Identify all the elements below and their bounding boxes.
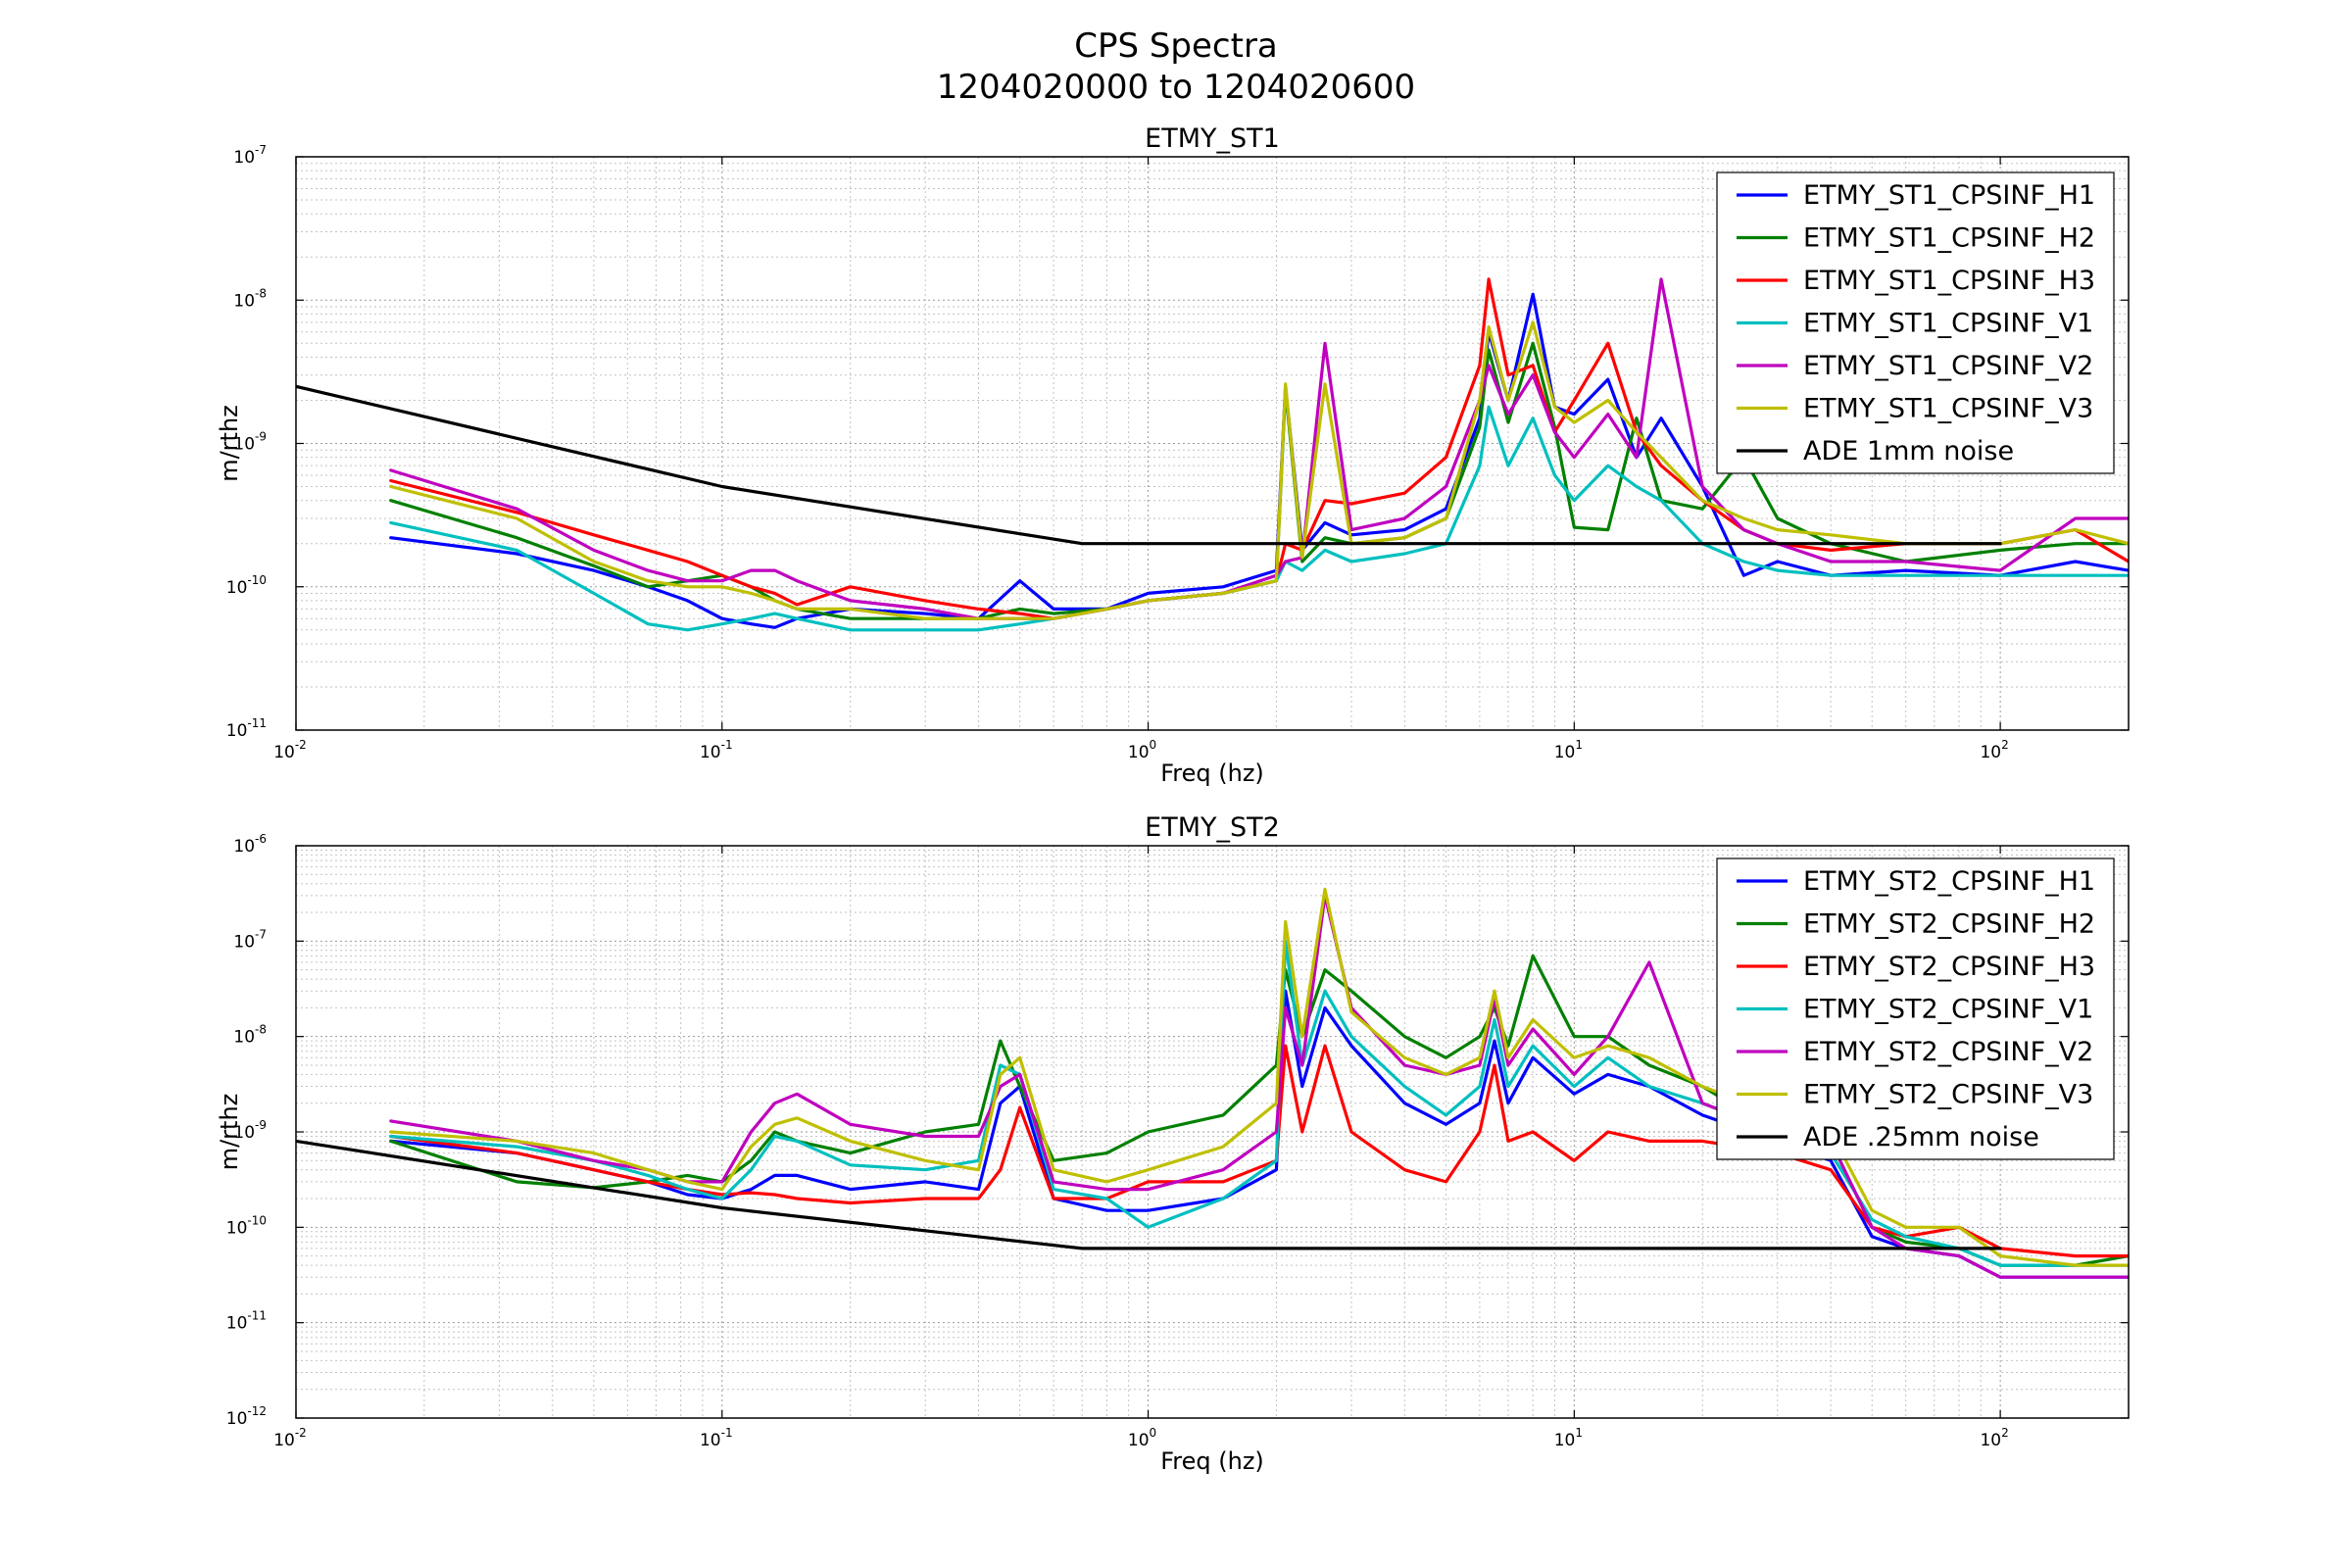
y-tick-exponent: -11 (247, 716, 267, 730)
legend-label: ETMY_ST2_CPSINF_H1 (1803, 866, 2095, 897)
legend-label: ETMY_ST1_CPSINF_H1 (1803, 180, 2095, 211)
subplot-title: ETMY_ST1 (1145, 123, 1280, 154)
series-line-ade-25mm-noise (296, 1139, 2002, 1250)
y-axis-label: m/rthz (216, 405, 243, 482)
figure-title-line2: 1204020000 to 1204020600 (937, 68, 1415, 107)
y-tick-exponent: -8 (255, 1023, 267, 1037)
x-axis-label: Freq (hz) (1160, 1447, 1264, 1475)
y-tick-exponent: -10 (247, 1213, 267, 1227)
series-line-etmy-st1-cpsinf-v2 (389, 277, 2129, 620)
legend-label: ETMY_ST2_CPSINF_V1 (1803, 995, 2093, 1025)
x-tick-exponent: 2 (2001, 738, 2009, 752)
x-tick-exponent: 1 (1575, 1426, 1583, 1440)
legend-label: ETMY_ST2_CPSINF_V3 (1803, 1080, 2093, 1110)
legend: ETMY_ST1_CPSINF_H1 ETMY_ST1_CPSINF_H2 ETMY… (1716, 172, 2115, 474)
legend-label: ETMY_ST1_CPSINF_H2 (1803, 223, 2095, 254)
series-line-etmy-st1-cpsinf-v1 (389, 405, 2129, 632)
y-tick-exponent: -11 (247, 1309, 267, 1323)
legend-label: ETMY_ST2_CPSINF_H2 (1803, 909, 2095, 940)
series-line-etmy-st1-cpsinf-h2 (389, 341, 2129, 620)
y-tick-exponent: -12 (247, 1404, 267, 1418)
y-axis-label: m/rthz (216, 1094, 243, 1171)
legend-label: ADE .25mm noise (1803, 1122, 2039, 1152)
legend-label: ETMY_ST1_CPSINF_V1 (1803, 309, 2093, 339)
y-tick-exponent: -9 (255, 430, 267, 444)
legend: ETMY_ST2_CPSINF_H1 ETMY_ST2_CPSINF_H2 ETMY… (1716, 858, 2115, 1160)
x-axis-label: Freq (hz) (1160, 760, 1264, 787)
y-tick-exponent: -10 (247, 573, 267, 587)
x-tick-exponent: -2 (295, 738, 307, 752)
y-tick-exponent: -7 (255, 927, 267, 941)
x-tick-exponent: 0 (1150, 1426, 1157, 1440)
y-tick-exponent: -8 (255, 286, 267, 300)
legend-label: ETMY_ST1_CPSINF_V3 (1803, 394, 2093, 424)
series-line-etmy-st1-cpsinf-v3 (389, 320, 2129, 620)
x-tick-exponent: -1 (721, 1426, 733, 1440)
x-tick-exponent: 0 (1150, 738, 1157, 752)
x-tick-exponent: -1 (721, 738, 733, 752)
subplot-etmy-st2: 10-2 10-1 100 101 10210-1210-1110-1010-910-8… (216, 812, 2130, 1475)
plot-area (296, 277, 2129, 632)
subplot-etmy-st1: 10-2 10-1 100 101 10210-1110-1010-910-810-7 … (216, 123, 2130, 787)
legend-label: ADE 1mm noise (1803, 436, 2014, 466)
x-tick-label: 102 (1980, 738, 2008, 762)
x-tick-exponent: -2 (295, 1426, 307, 1440)
x-tick-label: 102 (1980, 1426, 2008, 1450)
figure-title-line1: CPS Spectra (1074, 26, 1278, 66)
series-line-ade-1mm-noise (296, 384, 2002, 546)
legend-label: ETMY_ST1_CPSINF_H3 (1803, 266, 2095, 296)
legend-label: ETMY_ST2_CPSINF_H3 (1803, 952, 2095, 982)
legend-label: ETMY_ST1_CPSINF_V2 (1803, 351, 2093, 381)
series-line-etmy-st1-cpsinf-h3 (389, 277, 2129, 620)
y-tick-label: 10-11 (226, 716, 267, 741)
y-tick-label: 10-10 (226, 573, 267, 598)
series-line-etmy-st1-cpsinf-h1 (389, 292, 2129, 629)
y-tick-exponent: -6 (255, 832, 267, 846)
x-tick-exponent: 2 (2001, 1426, 2009, 1440)
y-tick-exponent: -9 (255, 1118, 267, 1132)
subplot-title: ETMY_ST2 (1145, 812, 1280, 843)
legend-label: ETMY_ST2_CPSINF_V2 (1803, 1037, 2093, 1067)
y-tick-exponent: -7 (255, 143, 267, 157)
x-tick-exponent: 1 (1575, 738, 1583, 752)
